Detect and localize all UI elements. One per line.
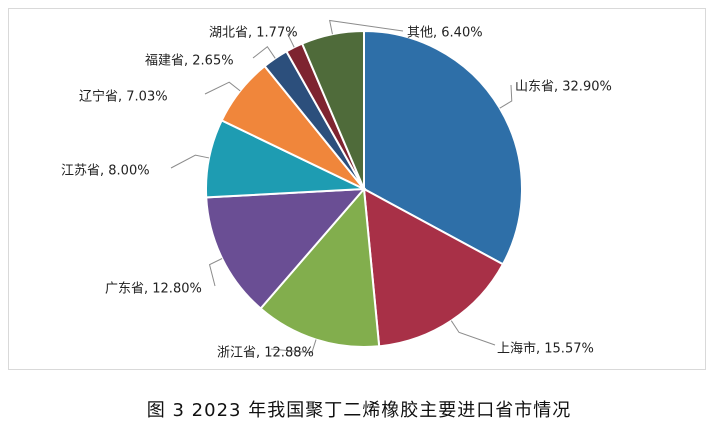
figure-caption: 图 3 2023 年我国聚丁二烯橡胶主要进口省市情况	[146, 400, 572, 421]
data-label-6: 辽宁省, 7.03%	[79, 89, 168, 105]
leader-line-4	[208, 258, 223, 287]
leader-line-5	[170, 154, 210, 169]
data-label-9: 其他, 6.40%	[407, 26, 483, 41]
leader-line-1	[499, 84, 513, 109]
pie-slice-9	[300, 29, 365, 190]
pie-slice-2	[362, 187, 505, 348]
pie-slice-3	[259, 186, 381, 348]
chart-frame: 山东省, 32.90% 上海市, 15.57% 浙江省, 12.88% 广东省, 12…	[8, 8, 706, 370]
leader-line-8	[287, 30, 295, 48]
data-label-3: 浙江省, 12.88%	[217, 346, 314, 361]
pie-chart: 山东省, 32.90% 上海市, 15.57% 浙江省, 12.88% 广东省, 12…	[61, 19, 612, 361]
leader-line-2	[450, 320, 496, 346]
leader-line-3	[270, 339, 317, 354]
data-label-7: 福建省, 2.65%	[145, 54, 234, 69]
data-label-8: 湖北省, 1.77%	[209, 26, 298, 41]
data-label-5: 江苏省, 8.00%	[61, 163, 150, 179]
pie-slice-4	[205, 187, 367, 310]
leader-line-6	[204, 81, 241, 95]
data-label-4: 广东省, 12.80%	[105, 282, 202, 297]
leader-line-9	[329, 19, 404, 35]
data-label-2: 上海市, 15.57%	[497, 341, 594, 357]
data-label-1: 山东省, 32.90%	[515, 80, 612, 95]
leader-line-7	[252, 45, 276, 59]
